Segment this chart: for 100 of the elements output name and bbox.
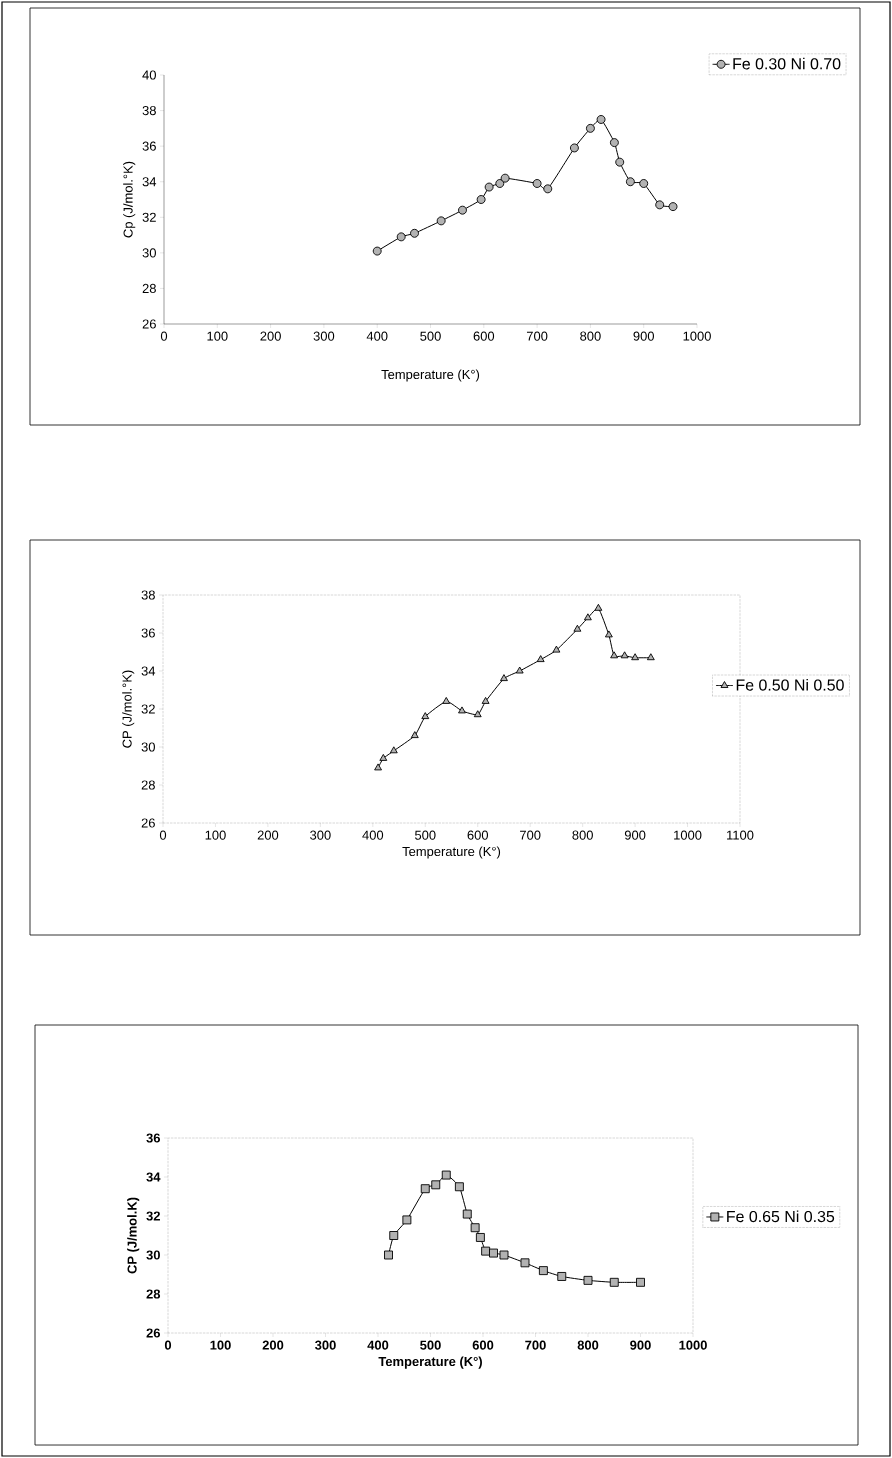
point [532, 179, 542, 188]
y-tick-label: 30 [146, 1250, 160, 1260]
y-tick-label: 38 [141, 590, 155, 600]
point [609, 1277, 619, 1287]
y-axis-title: Cp (J/mol.°K) [123, 161, 136, 238]
point [583, 1275, 593, 1285]
x-tick-label: 1000 [679, 1340, 707, 1350]
point [569, 143, 579, 153]
y-tick-label: 30 [141, 742, 155, 752]
y-tick-label: 30 [142, 248, 156, 258]
y-tick-label: 40 [142, 70, 156, 80]
point [410, 731, 419, 739]
x-tick-label: 0 [160, 331, 168, 341]
x-tick-label: 700 [525, 1340, 546, 1350]
x-tick-label: 0 [159, 830, 167, 840]
point [636, 1277, 645, 1287]
y-tick-label: 32 [146, 1211, 160, 1221]
point [500, 173, 510, 183]
point [389, 1231, 399, 1240]
point [543, 184, 553, 194]
x-tick-label: 300 [315, 1340, 336, 1350]
x-tick-label: 100 [207, 331, 228, 341]
y-tick-label: 26 [146, 1328, 161, 1338]
point [436, 216, 446, 226]
x-tick-label: 200 [260, 331, 281, 341]
x-tick-label: 400 [367, 1340, 389, 1350]
x-tick-label: 300 [310, 830, 331, 840]
x-tick-label: 400 [366, 331, 388, 341]
point [462, 1209, 472, 1219]
point [596, 115, 606, 124]
point [625, 177, 635, 187]
x-tick-label: 0 [164, 1340, 172, 1350]
y-tick-label: 28 [146, 1289, 161, 1299]
point [500, 674, 508, 682]
point [489, 1248, 498, 1258]
y-tick-label: 32 [141, 704, 155, 714]
y-tick-label: 34 [146, 1172, 161, 1182]
x-tick-label: 900 [624, 830, 646, 840]
point [646, 653, 655, 661]
x-axis-title: Temperature (K°) [378, 1356, 482, 1369]
point [538, 1266, 548, 1276]
point [396, 232, 406, 242]
point [458, 706, 466, 714]
y-tick-label: 34 [142, 177, 157, 187]
point [431, 1180, 441, 1190]
y-tick-label: 36 [146, 1133, 161, 1143]
point [620, 651, 629, 659]
x-tick-label: 600 [472, 1340, 494, 1350]
y-tick-label: 34 [141, 666, 156, 676]
point [481, 1246, 491, 1256]
y-tick-label: 26 [141, 818, 155, 828]
point [384, 1250, 393, 1260]
point [631, 653, 640, 661]
point [573, 624, 582, 632]
x-tick-label: 1100 [727, 830, 754, 840]
point [655, 200, 665, 210]
point [441, 1170, 451, 1180]
x-tick-label: 1000 [674, 830, 702, 840]
point [639, 179, 649, 188]
x-tick-label: 800 [580, 331, 601, 341]
x-axis-title: Temperature (K°) [402, 846, 501, 859]
x-tick-label: 300 [313, 331, 335, 341]
x-tick-label: 500 [414, 830, 436, 840]
point [615, 157, 625, 167]
y-axis-title: CP (J/mol.K) [127, 1197, 140, 1274]
point [552, 645, 561, 653]
x-tick-label: 600 [473, 331, 495, 341]
point [402, 1215, 412, 1225]
y-tick-label: 32 [142, 212, 156, 222]
x-tick-label: 1000 [683, 331, 711, 341]
point [442, 696, 451, 704]
point [515, 666, 524, 674]
point [609, 138, 619, 148]
x-tick-label: 600 [467, 830, 489, 840]
point [372, 246, 382, 256]
point [585, 123, 595, 133]
y-tick-label: 38 [142, 105, 156, 116]
point [421, 712, 430, 720]
point [495, 179, 505, 188]
point [379, 753, 388, 761]
point [520, 1258, 530, 1268]
point [499, 1250, 509, 1260]
point [470, 1223, 480, 1233]
x-tick-label: 900 [633, 331, 655, 341]
point [389, 746, 398, 754]
legend-label: Fe 0.65 Ni 0.35 [727, 1210, 835, 1223]
point [473, 710, 482, 718]
point [583, 613, 592, 621]
x-tick-label: 500 [420, 331, 441, 341]
y-tick-label: 26 [142, 319, 156, 329]
legend-label: Fe 0.30 Ni 0.70 [733, 57, 841, 70]
point [454, 1182, 464, 1192]
x-tick-label: 100 [205, 830, 226, 840]
x-tick-label: 200 [262, 1340, 284, 1350]
x-tick-label: 700 [520, 830, 541, 840]
point [458, 205, 467, 215]
point [604, 630, 613, 638]
point [668, 202, 678, 212]
point [410, 228, 419, 238]
point [476, 195, 486, 204]
